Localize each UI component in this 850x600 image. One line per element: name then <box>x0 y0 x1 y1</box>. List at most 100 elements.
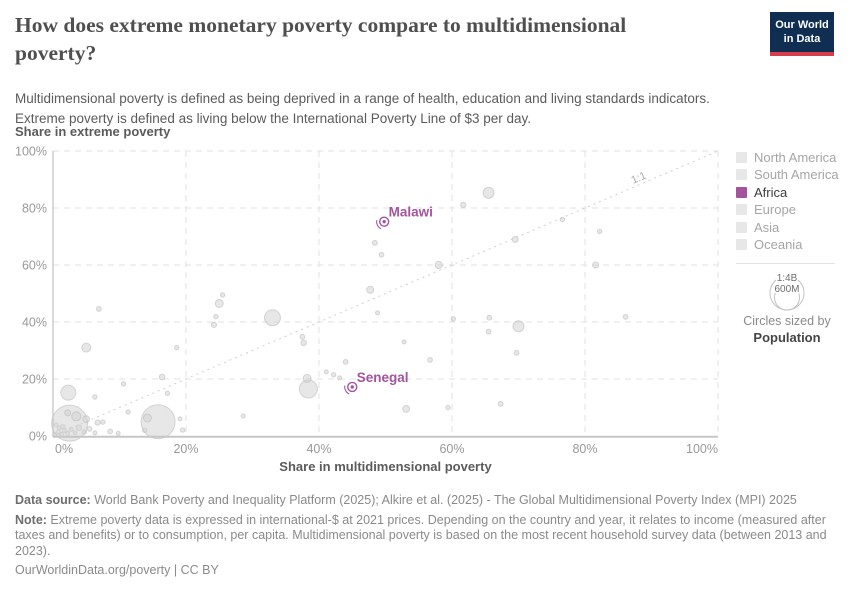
data-point[interactable] <box>434 260 443 270</box>
country-label: Malawi <box>389 205 433 220</box>
annotation-dot <box>350 385 354 389</box>
legend-label: South America <box>754 167 839 183</box>
data-point[interactable] <box>371 239 378 246</box>
legend-item-south-america[interactable]: South America <box>736 167 841 183</box>
legend-item-oceania[interactable]: Oceania <box>736 237 841 253</box>
data-source-label: Data source: <box>15 493 91 507</box>
x-axis-title: Share in multidimensional poverty <box>279 459 492 474</box>
data-point[interactable] <box>337 375 343 381</box>
data-point[interactable] <box>485 328 492 335</box>
annotation-ring[interactable] <box>378 216 390 227</box>
annotation-tail <box>344 385 350 395</box>
data-point[interactable] <box>100 419 106 425</box>
data-point[interactable] <box>214 298 224 308</box>
data-point[interactable] <box>86 425 93 432</box>
legend-label: Africa <box>754 184 788 200</box>
chart-footer: Data source: World Bank Poverty and Ineq… <box>15 493 837 583</box>
data-point[interactable] <box>219 292 226 298</box>
data-point[interactable] <box>375 310 381 316</box>
size-legend-caption: Circles sized by Population <box>743 314 831 345</box>
legend-swatch <box>736 204 747 216</box>
data-point[interactable] <box>323 369 329 375</box>
legend-item-africa[interactable]: Africa <box>736 184 841 200</box>
data-point[interactable] <box>81 342 92 353</box>
data-point[interactable] <box>213 313 219 320</box>
data-point[interactable] <box>164 390 171 396</box>
data-point[interactable] <box>402 405 411 413</box>
owid-logo-text: Our World in Data <box>770 12 834 52</box>
data-point[interactable] <box>177 416 183 422</box>
data-point[interactable] <box>263 309 281 327</box>
data-point[interactable] <box>120 381 127 387</box>
data-point[interactable] <box>622 313 629 320</box>
x-tick-label: 20% <box>173 442 198 456</box>
data-point[interactable] <box>173 344 180 351</box>
data-point[interactable] <box>92 394 98 400</box>
data-point[interactable] <box>330 372 337 378</box>
data-point[interactable] <box>460 201 467 208</box>
data-point[interactable] <box>71 411 82 422</box>
data-point[interactable] <box>95 305 102 312</box>
data-point[interactable] <box>486 314 493 321</box>
legend-item-asia[interactable]: Asia <box>736 219 841 235</box>
x-tick-label: 60% <box>439 442 464 456</box>
data-point[interactable] <box>401 339 407 345</box>
data-point[interactable] <box>513 349 520 356</box>
subtitle-line-1: Multidimensional poverty is defined as b… <box>15 91 710 106</box>
data-point[interactable] <box>210 321 218 328</box>
size-legend-inner-label: 600M <box>774 284 799 295</box>
data-point[interactable] <box>64 409 72 417</box>
license-line: OurWorldinData.org/poverty | CC BY <box>15 563 219 577</box>
data-point[interactable] <box>445 404 451 411</box>
data-point[interactable] <box>107 428 114 435</box>
chart-subtitle: Multidimensional poverty is defined as b… <box>15 89 805 130</box>
data-point[interactable] <box>240 413 246 419</box>
legend-item-europe[interactable]: Europe <box>736 202 841 217</box>
legend-swatch <box>736 221 747 233</box>
data-point[interactable] <box>115 430 121 436</box>
legend-swatch <box>736 186 747 198</box>
data-source-line: Data source: World Bank Poverty and Ineq… <box>15 493 797 507</box>
owid-logo[interactable]: Our World in Data <box>770 12 834 56</box>
data-point[interactable] <box>511 235 519 243</box>
size-legend-outer-label: 1:4B <box>777 273 798 284</box>
data-point[interactable] <box>140 404 176 440</box>
data-point[interactable] <box>92 430 98 436</box>
size-legend: 1:4B 600M <box>769 272 805 311</box>
data-point[interactable] <box>366 285 375 294</box>
data-point[interactable] <box>342 359 349 365</box>
data-point[interactable] <box>60 384 77 401</box>
data-point[interactable] <box>94 419 101 426</box>
data-point[interactable] <box>125 409 131 415</box>
legend-label: Asia <box>754 219 780 235</box>
data-point[interactable] <box>158 373 166 381</box>
data-point[interactable] <box>82 415 91 424</box>
owid-logo-red-bar <box>770 51 834 56</box>
data-point[interactable] <box>497 400 504 407</box>
x-tick-label: 100% <box>686 442 718 456</box>
data-point[interactable] <box>179 427 186 433</box>
y-tick-label: 20% <box>22 373 47 387</box>
data-point[interactable] <box>596 228 603 235</box>
y-tick-label: 0% <box>29 430 47 444</box>
legend-swatch <box>736 239 747 251</box>
data-point[interactable] <box>592 261 600 269</box>
annotation-ring[interactable] <box>347 381 358 393</box>
legend-item-north-america[interactable]: North America <box>736 149 841 165</box>
data-point[interactable] <box>302 373 312 383</box>
data-point[interactable] <box>450 316 457 322</box>
legend-label: North America <box>754 149 837 165</box>
data-point[interactable] <box>427 357 433 363</box>
legend-label: Oceania <box>754 237 803 253</box>
data-point[interactable] <box>559 216 566 223</box>
data-point[interactable] <box>378 251 385 258</box>
one-to-one-line <box>52 150 719 437</box>
data-point[interactable] <box>299 333 306 340</box>
data-point[interactable] <box>482 186 495 199</box>
data-point[interactable] <box>512 320 525 333</box>
y-axis-title: Share in extreme poverty <box>15 124 171 139</box>
data-point[interactable] <box>142 413 152 423</box>
data-point[interactable] <box>300 339 308 347</box>
